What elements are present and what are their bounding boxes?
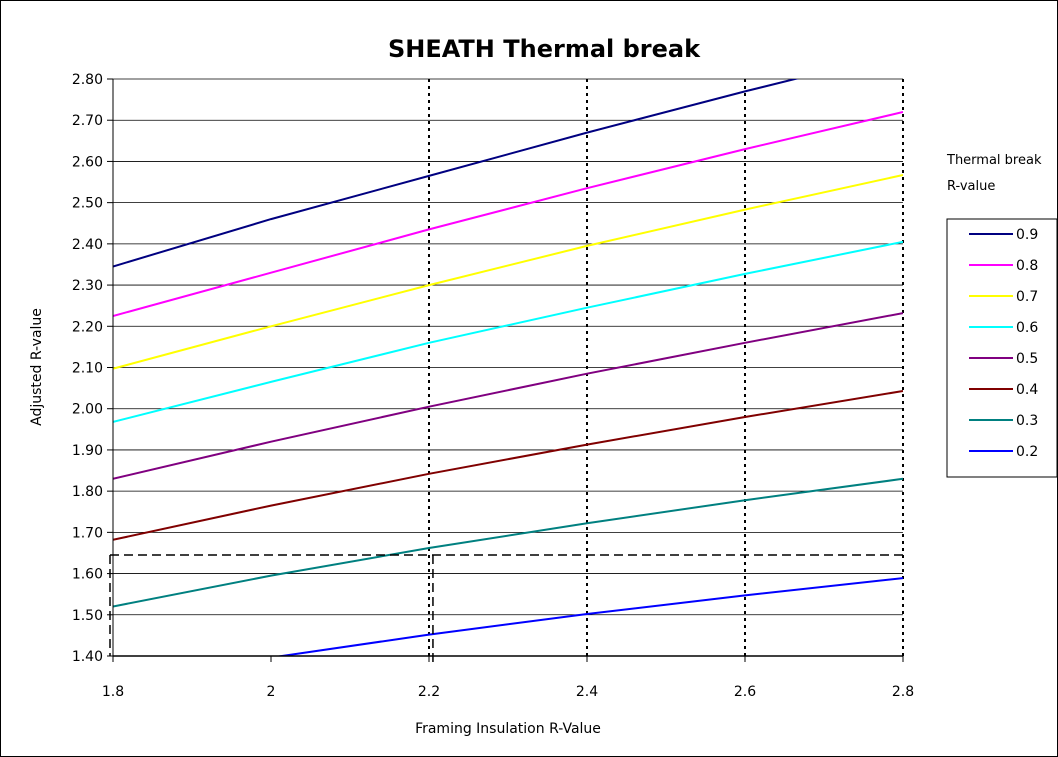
y-tick-label: 1.40 (72, 649, 103, 665)
y-tick-label: 1.70 (72, 525, 103, 541)
chart-title: SHEATH Thermal break (388, 35, 701, 63)
y-axis-label: Adjusted R-value (29, 308, 45, 426)
series-line-0-9 (113, 79, 800, 268)
y-tick-label: 2.00 (72, 402, 103, 418)
series-line-0-3 (113, 477, 903, 608)
x-axis-label: Framing Insulation R-Value (415, 721, 601, 737)
y-tick-label: 2.60 (72, 154, 103, 170)
dashed-reference-lines (109, 554, 903, 664)
legend-label: 0.8 (1016, 258, 1038, 274)
y-tick-label: 1.60 (72, 567, 103, 583)
y-tick-label: 2.50 (72, 196, 103, 212)
legend-heading-line2: R-value (947, 179, 995, 194)
legend-label: 0.3 (1016, 413, 1038, 429)
x-tick-label: 2.2 (418, 684, 440, 700)
x-tick-label: 1.8 (102, 684, 124, 700)
y-tick-label: 2.10 (72, 361, 103, 377)
y-gridlines (113, 78, 903, 657)
series-layer (113, 79, 903, 656)
y-tick-label: 2.30 (72, 278, 103, 294)
legend-label: 0.9 (1016, 227, 1038, 243)
legend-label: 0.2 (1016, 444, 1038, 460)
x-tick-label: 2.4 (576, 684, 598, 700)
series-line-0-6 (113, 240, 903, 423)
legend-label: 0.5 (1016, 351, 1038, 367)
legend-items: 0.9 0.8 0.7 0.6 0.5 0.4 0.3 0.2 (969, 227, 1038, 460)
x-tick-label: 2.8 (892, 684, 914, 700)
x-tick-label: 2.6 (734, 684, 756, 700)
series-line-0-2 (275, 577, 903, 656)
y-tick-label: 2.20 (72, 319, 103, 335)
x-tick-label: 2 (267, 684, 276, 700)
series-line-0-7 (113, 174, 903, 370)
x-tick-labels: 1.8 2 2.2 2.4 2.6 2.8 (102, 656, 914, 700)
series-line-0-4 (113, 390, 903, 541)
y-tick-label: 1.80 (72, 484, 103, 500)
legend-label: 0.7 (1016, 289, 1038, 305)
vertical-dotted-lines (428, 79, 904, 656)
legend-label: 0.4 (1016, 382, 1038, 398)
y-tick-label: 1.90 (72, 443, 103, 459)
y-tick-labels: 1.40 1.50 1.60 1.70 1.80 1.90 2.00 2.10 2.20 2.30… (72, 72, 113, 665)
y-tick-label: 2.70 (72, 113, 103, 129)
y-tick-label: 2.80 (72, 72, 103, 88)
legend-heading-line1: Thermal break (946, 153, 1042, 168)
y-tick-label: 1.50 (72, 608, 103, 624)
series-line-0-8 (113, 111, 903, 317)
y-tick-label: 2.40 (72, 237, 103, 253)
series-line-0-5 (113, 312, 903, 480)
legend-box (946, 218, 1058, 478)
legend-label: 0.6 (1016, 320, 1038, 336)
